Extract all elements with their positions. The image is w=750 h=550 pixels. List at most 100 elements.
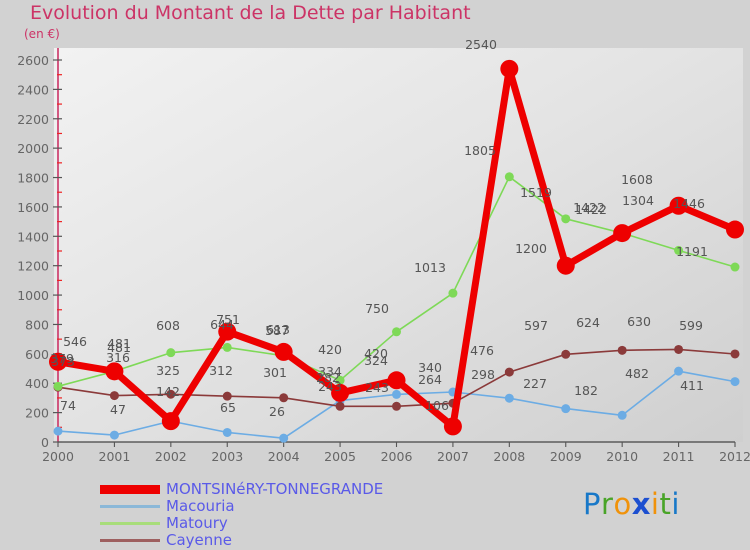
data-point-label: 264: [418, 372, 442, 387]
data-point-label: 481: [107, 336, 131, 351]
data-point-label: 644: [210, 317, 234, 332]
y-tick-label: 1400: [17, 229, 49, 244]
x-tick-label: 2002: [155, 449, 187, 464]
data-point-label: 1446: [673, 196, 705, 211]
legend-label: Matoury: [166, 514, 228, 532]
data-point-label: 476: [470, 343, 494, 358]
data-point-label: 613: [266, 322, 290, 337]
logo-char: P: [583, 487, 601, 521]
y-tick-label: 200: [25, 406, 49, 421]
data-point-label: 373: [51, 354, 75, 369]
data-point-label: 227: [523, 376, 547, 391]
series-cayenne: [53, 344, 740, 411]
legend-swatch-icon: [100, 505, 160, 508]
data-point-label: 1805: [464, 143, 496, 158]
data-point-label: 751: [216, 312, 240, 327]
y-tick-label: 800: [25, 317, 49, 332]
data-point-label: 420: [364, 346, 388, 361]
logo-char: i: [671, 487, 680, 521]
data-point-label: 379: [50, 351, 74, 366]
data-point-label: 481: [107, 340, 131, 355]
axis-unit-label: (en €): [24, 27, 60, 41]
data-point-label: 546: [63, 334, 87, 349]
x-tick-label: 2008: [493, 449, 525, 464]
data-point-label: 74: [60, 398, 76, 413]
legend-item[interactable]: Cayenne: [100, 532, 520, 549]
y-tick-label: 2000: [17, 141, 49, 156]
data-point-label: 47: [110, 402, 126, 417]
data-point-label: 316: [106, 350, 130, 365]
data-point-label: 182: [574, 383, 598, 398]
data-point-label: 243: [318, 379, 342, 394]
data-point-label: 630: [627, 314, 651, 329]
data-point-label: 1422: [573, 200, 605, 215]
data-point-label: 482: [625, 366, 649, 381]
data-point-label: 420: [318, 342, 342, 357]
legend-label: MONTSINéRY-TONNEGRANDE: [166, 480, 384, 498]
data-point-label: 65: [220, 400, 236, 415]
y-tick-label: 2600: [17, 53, 49, 68]
legend-swatch-icon: [100, 539, 160, 542]
y-tick-label: 1600: [17, 200, 49, 215]
legend-label: Macouria: [166, 497, 235, 515]
data-point-label: 298: [471, 367, 495, 382]
data-point-label: 1422: [575, 202, 607, 217]
data-point-label: 1013: [414, 260, 446, 275]
data-point-label: 142: [156, 384, 180, 399]
data-point-label: 340: [418, 360, 442, 375]
y-tick-label: 1000: [17, 288, 49, 303]
logo-char: r: [601, 487, 614, 521]
legend-item[interactable]: Matoury: [100, 515, 520, 532]
data-point-label: 1191: [676, 244, 708, 259]
data-series: [49, 59, 744, 443]
y-tick-label: 0: [41, 435, 49, 450]
y-tick-label: 600: [25, 347, 49, 362]
data-point-label: 587: [265, 323, 289, 338]
data-point-label: 608: [156, 318, 180, 333]
x-tick-label: 2007: [437, 449, 469, 464]
x-tick-label: 2011: [663, 449, 695, 464]
data-point-label: 301: [263, 365, 287, 380]
x-tick-label: 2009: [550, 449, 582, 464]
data-point-label: 599: [679, 318, 703, 333]
data-point-label: 750: [365, 301, 389, 316]
legend-item[interactable]: MONTSINéRY-TONNEGRANDE: [100, 481, 520, 498]
x-tick-label: 2010: [606, 449, 638, 464]
data-point-label: 334: [318, 364, 342, 379]
data-point-label: 2540: [465, 37, 497, 52]
y-tick-labels: 0 200 400 600 800 1000 1200 1400 1600 1800 2000 220…: [17, 53, 49, 450]
x-tick-label: 2006: [381, 449, 413, 464]
x-tick-label: 2000: [42, 449, 74, 464]
data-point-label: 26: [269, 404, 285, 419]
legend-swatch-icon: [100, 485, 160, 494]
logo-char: o: [613, 487, 632, 521]
data-point-label: 1608: [621, 172, 653, 187]
y-tick-label: 2400: [17, 82, 49, 97]
data-point-label: 1519: [520, 185, 552, 200]
logo-char: i: [650, 487, 660, 521]
legend-swatch-icon: [100, 522, 160, 525]
data-point-label: 282: [316, 370, 340, 385]
data-point-label: 1304: [622, 193, 654, 208]
x-tick-label: 2003: [211, 449, 243, 464]
data-point-label: 324: [364, 353, 388, 368]
y-tick-label: 1800: [17, 171, 49, 186]
data-point-label: 325: [156, 363, 180, 378]
logo-char: x: [631, 487, 651, 521]
x-tick-label: 2004: [268, 449, 300, 464]
data-point-label: 624: [576, 315, 600, 330]
data-point-label: 243: [365, 380, 389, 395]
legend-label: Cayenne: [166, 531, 233, 549]
proxiti-logo[interactable]: Proxiti: [583, 487, 680, 521]
logo-char: t: [659, 487, 672, 521]
y-tick-label: 400: [25, 376, 49, 391]
page-title: Evolution du Montant de la Dette par Hab…: [30, 2, 471, 24]
data-point-label: 106: [425, 398, 449, 413]
legend-item[interactable]: Macouria: [100, 498, 520, 515]
x-tick-label: 2005: [324, 449, 356, 464]
x-tick-labels: 2000 2001 2002 2003 2004 2005 2006 2007 2008 2009…: [42, 449, 750, 464]
data-point-label: 312: [209, 363, 233, 378]
